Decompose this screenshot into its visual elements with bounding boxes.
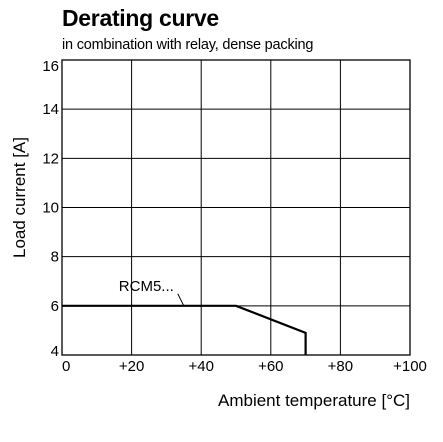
chart-subtitle: in combination with relay, dense packing bbox=[62, 37, 314, 53]
y-tick-label: 16 bbox=[42, 58, 59, 75]
derating-curve-line bbox=[62, 304, 307, 355]
x-tick-label: +80 bbox=[328, 358, 353, 375]
x-axis-ticks: 0 +20 +40 +60 +80 +100 bbox=[62, 358, 427, 375]
series-layer: RCM5... bbox=[62, 278, 307, 355]
y-tick-label: 4 bbox=[51, 343, 59, 360]
plot-frame bbox=[61, 59, 411, 356]
y-axis-label: Load current [A] bbox=[10, 137, 29, 258]
x-axis-label: Ambient temperature [°C] bbox=[218, 391, 410, 410]
x-tick-label: 0 bbox=[62, 358, 70, 375]
y-tick-label: 14 bbox=[42, 101, 59, 118]
x-tick-label: +20 bbox=[119, 358, 144, 375]
x-tick-label: +40 bbox=[188, 358, 213, 375]
chart-grid bbox=[62, 60, 410, 355]
y-tick-label: 8 bbox=[51, 249, 59, 266]
y-tick-label: 10 bbox=[42, 200, 59, 217]
annotation-leader-line bbox=[177, 293, 185, 307]
y-tick-label: 12 bbox=[42, 150, 59, 167]
y-axis-ticks: 4 6 8 10 12 14 16 bbox=[42, 58, 59, 360]
x-tick-label: +100 bbox=[393, 358, 427, 375]
x-tick-label: +60 bbox=[258, 358, 283, 375]
curve-annotation-label: RCM5... bbox=[119, 278, 174, 295]
chart-title: Derating curve bbox=[62, 5, 219, 31]
y-tick-label: 6 bbox=[51, 298, 59, 315]
